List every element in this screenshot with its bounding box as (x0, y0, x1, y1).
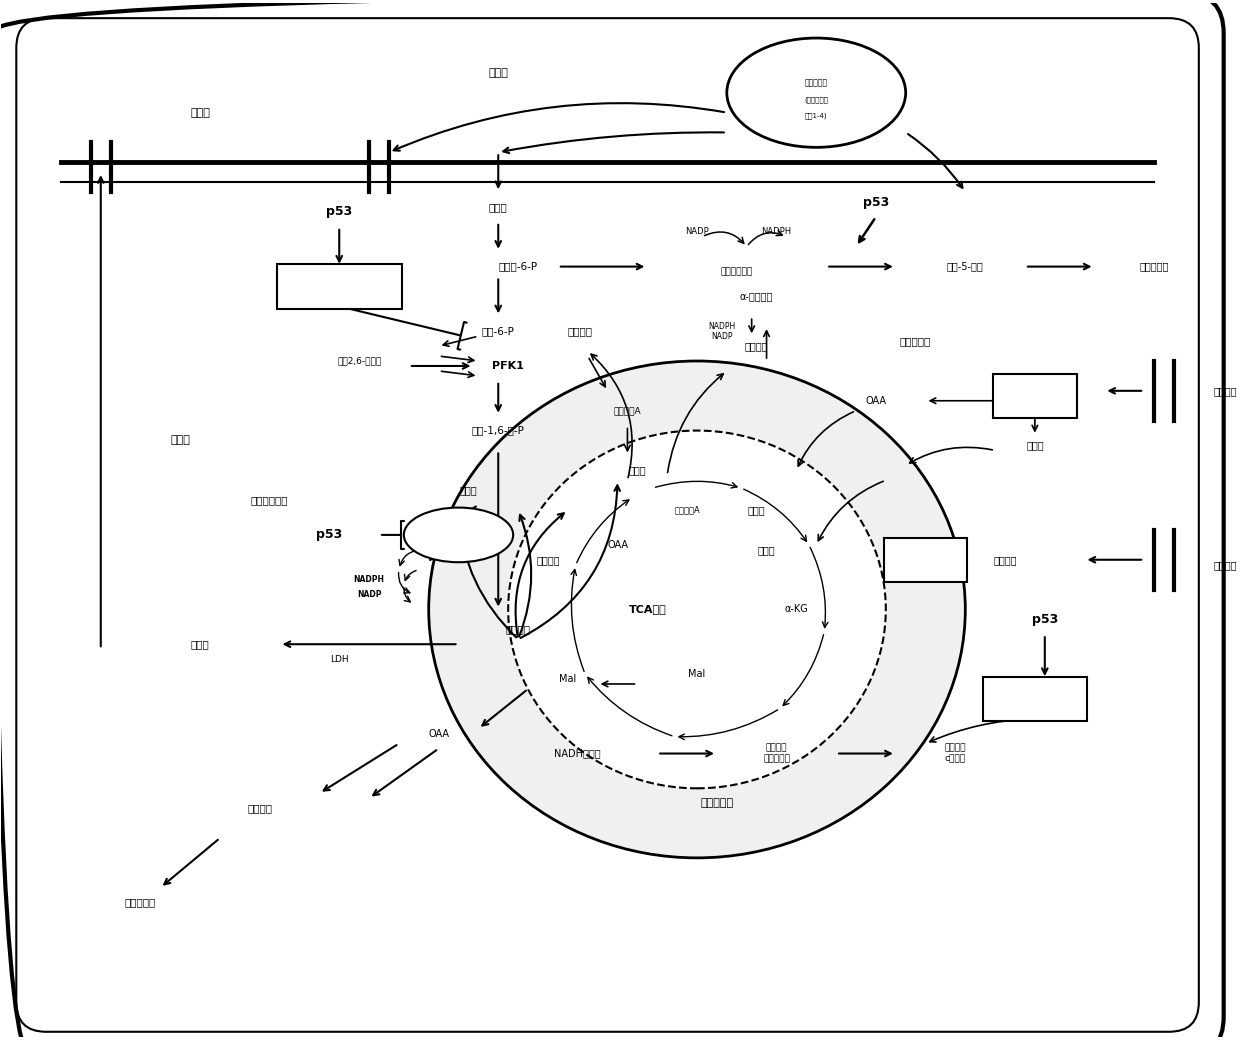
Text: 核苷酸合成: 核苷酸合成 (1140, 262, 1169, 271)
Text: Mal: Mal (688, 669, 706, 679)
Text: 乙酰辅酶A: 乙酰辅酶A (614, 407, 641, 415)
Text: PGM: PGM (444, 530, 472, 540)
Text: NADP: NADP (686, 228, 709, 236)
Text: 核苷酸合成: 核苷酸合成 (125, 898, 156, 908)
Text: 氨基酸合成: 氨基酸合成 (900, 336, 931, 346)
Text: OAA: OAA (428, 729, 449, 738)
Text: 氧化磷酸化: 氧化磷酸化 (701, 799, 733, 808)
Text: 丙酮酸盐: 丙酮酸盐 (506, 624, 531, 634)
Text: NADPH: NADPH (353, 575, 384, 584)
Text: p53: p53 (326, 206, 352, 218)
Text: 谷氨酰胺: 谷氨酰胺 (1053, 386, 1076, 396)
Text: 异柠檬酸: 异柠檬酸 (745, 341, 769, 352)
Text: LDH: LDH (330, 654, 348, 664)
Text: 果糖-6-P: 果糖-6-P (482, 327, 515, 336)
Text: 糖酵解: 糖酵解 (170, 436, 190, 445)
Text: 乳酸盐: 乳酸盐 (191, 640, 210, 649)
Text: 细胞色素
c氧化酶: 细胞色素 c氧化酶 (945, 744, 966, 763)
FancyBboxPatch shape (983, 677, 1086, 721)
Text: NADP: NADP (357, 590, 382, 599)
FancyBboxPatch shape (993, 374, 1076, 418)
Text: 蛋白1-4): 蛋白1-4) (805, 112, 827, 119)
Text: 谷氨酰胺: 谷氨酰胺 (993, 554, 1017, 565)
Text: 细胞色素
氧化还原酶: 细胞色素 氧化还原酶 (763, 744, 790, 763)
Text: 葡萄糖: 葡萄糖 (489, 68, 508, 78)
Text: OAA: OAA (608, 540, 627, 550)
Text: 果糖-1,6-二-P: 果糖-1,6-二-P (471, 425, 525, 436)
Text: 谷氨酰胺: 谷氨酰胺 (1214, 560, 1238, 570)
Text: 谷氨酸: 谷氨酸 (758, 545, 775, 554)
Text: 葡萄糖-6-P: 葡萄糖-6-P (498, 262, 538, 271)
Text: 乳酸盐: 乳酸盐 (190, 107, 210, 118)
Text: 柠檬酸: 柠檬酸 (748, 505, 765, 515)
Text: 乙酰辅酶A: 乙酰辅酶A (675, 505, 699, 515)
Text: NADPH: NADPH (708, 321, 735, 331)
Text: 谷氨酸: 谷氨酸 (1025, 441, 1044, 450)
Text: Mal: Mal (559, 674, 577, 684)
Text: α-酮戊二酸: α-酮戊二酸 (740, 291, 774, 302)
Text: 磷酸戊糖途径: 磷酸戊糖途径 (720, 267, 753, 276)
Text: 谷氨酰胺分解: 谷氨酰胺分解 (250, 495, 289, 505)
Text: 葡萄糖转运: 葡萄糖转运 (805, 78, 828, 87)
Text: OAA: OAA (866, 396, 887, 406)
Text: NADP: NADP (711, 332, 733, 341)
Ellipse shape (429, 361, 965, 858)
Text: p53: p53 (1032, 613, 1058, 626)
Text: 谷氨酰胺: 谷氨酰胺 (1214, 386, 1238, 396)
Text: TIGAR: TIGAR (320, 282, 358, 291)
FancyBboxPatch shape (277, 263, 402, 309)
Text: TCA循环: TCA循环 (629, 604, 666, 615)
Text: 脂质合成: 脂质合成 (568, 327, 593, 336)
Text: Glu2: Glu2 (914, 554, 937, 565)
Text: NADH脱氢酶: NADH脱氢酶 (554, 749, 601, 758)
Text: 苹果酸: 苹果酸 (460, 486, 477, 495)
Text: 柠檬酸: 柠檬酸 (629, 465, 646, 475)
Text: α-KG: α-KG (785, 604, 808, 615)
Text: SCO2: SCO2 (1018, 694, 1052, 704)
Text: 果糖2,6-二磷酸: 果糖2,6-二磷酸 (337, 357, 381, 365)
FancyBboxPatch shape (884, 538, 967, 581)
Text: p53: p53 (316, 528, 342, 542)
Text: p53: p53 (863, 196, 889, 208)
Text: 葡萄糖: 葡萄糖 (489, 202, 507, 212)
Text: PFK1: PFK1 (492, 361, 525, 371)
Text: 核糖-5-磷酸: 核糖-5-磷酸 (947, 262, 983, 271)
Text: NADPH: NADPH (761, 228, 791, 236)
Text: (葡萄糖转运: (葡萄糖转运 (805, 97, 828, 103)
Text: 天冬氨酸: 天冬氨酸 (247, 803, 273, 813)
Ellipse shape (404, 508, 513, 563)
Text: Glu1: Glu1 (1023, 391, 1047, 400)
Ellipse shape (727, 38, 905, 148)
Text: 丙酮酸盐: 丙酮酸盐 (536, 554, 559, 565)
Ellipse shape (508, 431, 885, 788)
